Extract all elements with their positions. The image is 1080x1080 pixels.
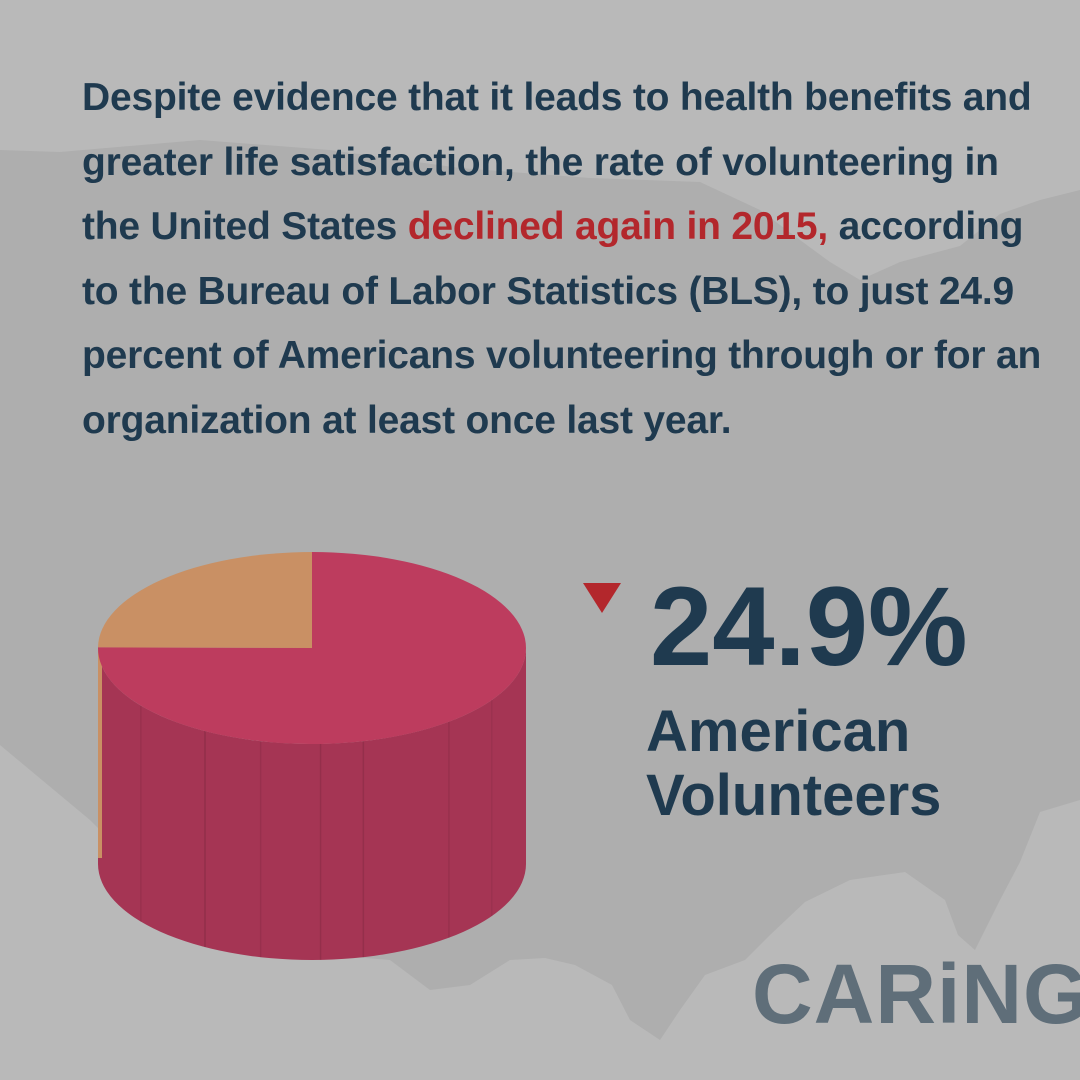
pie-minor-edge — [98, 648, 102, 858]
stat-label: American Volunteers — [646, 700, 941, 828]
stat-label-line1: American — [646, 699, 911, 764]
pie-side-wall — [98, 648, 526, 960]
intro-text-start: Despite evidence that it leads to health… — [82, 76, 1032, 248]
stat-label-line2: Volunteers — [646, 763, 942, 828]
intro-highlight: declined again in 2015, — [407, 205, 829, 248]
intro-text-end: according to the Bureau of Labor Statist… — [82, 205, 1042, 442]
stat-value: 24.9% — [650, 564, 968, 689]
caring-logo: CARiNG — [752, 947, 1080, 1041]
pie-slice-volunteers — [98, 552, 312, 648]
pie-chart — [97, 552, 526, 960]
intro-paragraph: Despite evidence that it leads to health… — [82, 66, 1042, 453]
down-arrow-icon — [583, 583, 621, 613]
pie-slice-non-volunteers — [97, 552, 526, 744]
